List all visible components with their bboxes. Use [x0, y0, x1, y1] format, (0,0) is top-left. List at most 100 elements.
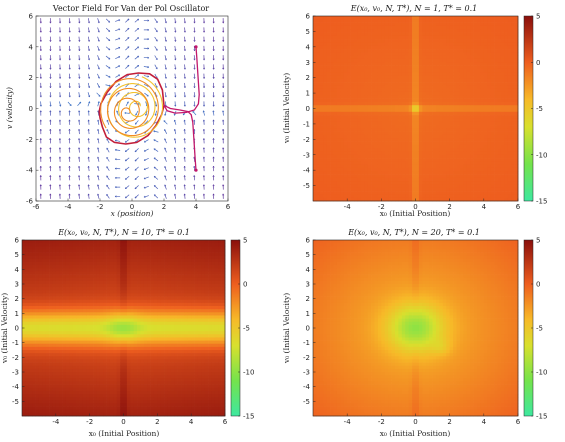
heatmap-cell	[343, 138, 348, 142]
heatmap-cell	[487, 118, 492, 123]
heatmap-cell	[442, 194, 447, 199]
heatmap-cell	[25, 265, 30, 269]
heatmap-cell	[405, 45, 410, 50]
heatmap-cell	[442, 115, 447, 119]
heatmap-cell	[456, 141, 461, 146]
heatmap-cell	[449, 141, 454, 146]
heatmap-cell	[412, 118, 416, 123]
heatmap-cell	[405, 125, 410, 129]
heatmap-cell	[354, 32, 358, 37]
heatmap-cell	[453, 115, 457, 119]
heatmap-cell	[350, 49, 355, 53]
heatmap-cell	[354, 171, 358, 175]
heatmap-cell	[371, 191, 375, 195]
heatmap-cell	[473, 62, 478, 66]
heatmap-cell	[425, 161, 430, 166]
heatmap-cell	[507, 167, 512, 172]
heatmap-cell	[55, 375, 60, 379]
heatmap-cell	[364, 158, 369, 162]
heatmap-cell	[500, 75, 505, 80]
heatmap-cell	[313, 171, 317, 175]
heatmap-cell	[487, 32, 492, 37]
heatmap-cell	[418, 98, 423, 103]
heatmap-cell	[323, 174, 328, 179]
heatmap-cell	[449, 161, 454, 166]
heatmap-cell	[422, 49, 427, 53]
heatmap-cell	[429, 134, 433, 139]
heatmap-cell	[360, 184, 365, 189]
heatmap-cell	[52, 306, 57, 310]
heatmap-cell	[347, 65, 351, 70]
heatmap-cell	[42, 309, 47, 313]
y-tick-label: -2	[26, 136, 33, 144]
vector-field-ylabel: v (velocity)	[5, 87, 14, 129]
heatmap-cell	[412, 88, 416, 93]
heatmap-cell	[439, 128, 444, 132]
heatmap-cell	[449, 134, 454, 139]
heatmap-cell	[25, 290, 30, 294]
heatmap-cell	[412, 125, 416, 129]
heatmap-cell	[500, 58, 505, 63]
heatmap-cell	[477, 177, 481, 182]
heatmap-cell	[360, 148, 365, 152]
colorbar-tick-label: -15	[536, 198, 547, 206]
heatmap-cell	[367, 108, 372, 113]
field-arrow-head	[134, 122, 137, 125]
heatmap-cell	[388, 91, 392, 96]
heatmap-cell	[360, 181, 365, 185]
heatmap-cell	[418, 35, 423, 40]
heatmap-cell	[22, 362, 26, 367]
heatmap-cell	[22, 356, 26, 360]
heatmap-cell	[357, 39, 362, 43]
heatmap-cell	[326, 111, 331, 116]
heatmap-cell	[319, 68, 324, 73]
heatmap-cell	[470, 125, 474, 129]
heatmap-cell	[371, 16, 375, 20]
heatmap-cell	[336, 25, 341, 30]
heatmap-cell	[432, 148, 437, 152]
heatmap-cell	[439, 68, 444, 73]
heatmap-cell	[340, 105, 345, 109]
heatmap-cell	[364, 111, 369, 116]
heatmap-cell	[49, 296, 53, 301]
heatmap-cell	[367, 72, 372, 76]
heatmap-cell	[32, 353, 36, 357]
heatmap-cell	[354, 22, 358, 27]
heatmap-cell	[323, 72, 328, 76]
heatmap-cell	[408, 22, 413, 27]
field-arrow-head	[39, 175, 42, 177]
heatmap-cell	[384, 78, 389, 83]
heatmap-cell	[470, 19, 474, 23]
heatmap-cell	[439, 91, 444, 96]
heatmap-cell	[25, 381, 30, 385]
heatmap-cell	[28, 318, 33, 323]
field-arrow	[125, 176, 130, 180]
heatmap-cell	[494, 118, 498, 123]
heatmap-cell	[340, 125, 345, 129]
heatmap-cell	[25, 406, 30, 411]
heatmap-cell	[59, 375, 63, 379]
heatmap-cell	[354, 16, 358, 20]
field-arrow-head	[58, 166, 61, 168]
heatmap-cell	[507, 29, 512, 33]
heatmap-cell	[371, 161, 375, 166]
field-arrow	[88, 166, 90, 172]
heatmap-cell	[374, 25, 379, 30]
heatmap-cell	[497, 95, 502, 99]
heatmap-cell	[22, 302, 26, 307]
heatmap-cell	[350, 174, 355, 179]
field-arrow-head	[134, 177, 137, 180]
heatmap-cell	[343, 91, 348, 96]
heatmap-cell	[446, 32, 451, 37]
field-arrow-head	[39, 119, 42, 122]
heatmap-cell	[449, 128, 454, 132]
heatmap-cell	[446, 16, 451, 20]
heatmap-cell	[449, 85, 454, 90]
heatmap-cell	[52, 378, 57, 382]
heatmap-cell	[497, 58, 502, 63]
heatmap-cell	[38, 334, 43, 338]
heatmap-cell	[330, 91, 334, 96]
heatmap-cell	[408, 118, 413, 123]
heatmap-cell	[412, 49, 416, 53]
heatmap-cell	[446, 167, 451, 172]
